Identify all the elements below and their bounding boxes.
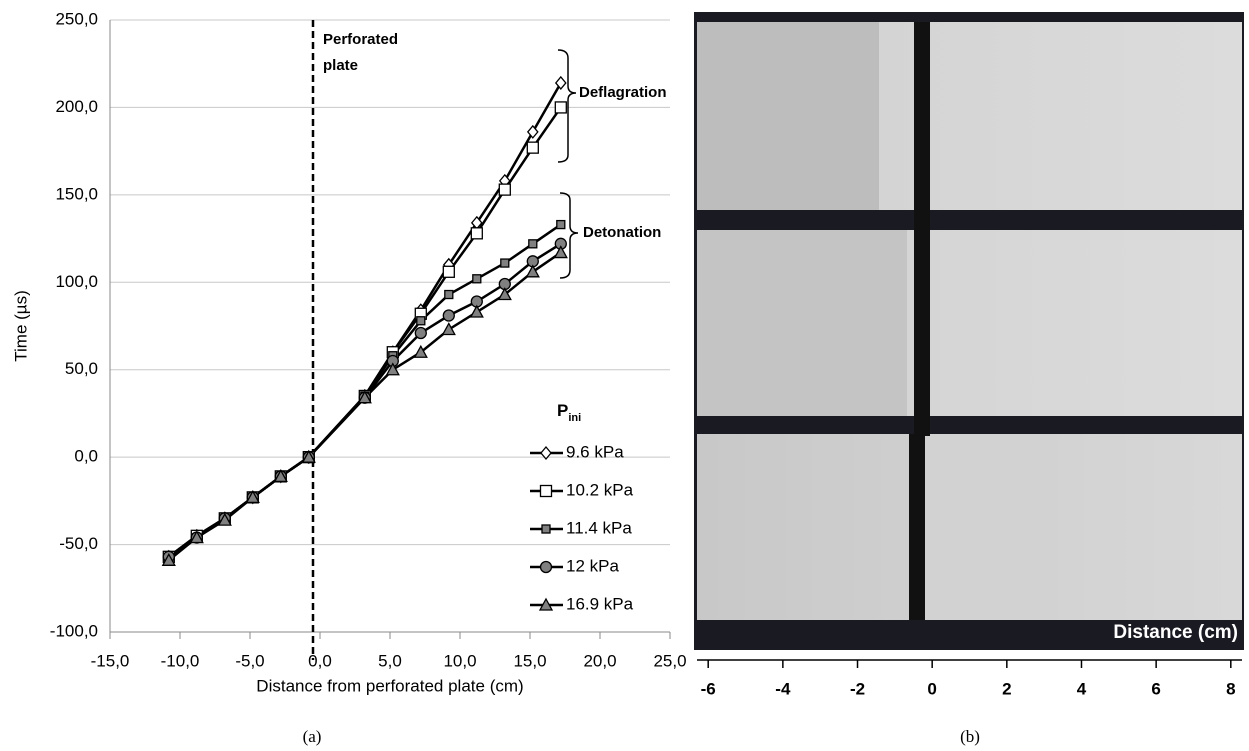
legend-label: 12 kPa — [566, 556, 619, 575]
y-tick-label: 100,0 — [55, 272, 98, 291]
annotation: Detonation — [583, 224, 661, 241]
marker — [357, 390, 372, 404]
marker — [528, 239, 538, 249]
y-tick-label: 150,0 — [55, 184, 98, 203]
marker — [500, 258, 510, 268]
plate-bar — [914, 22, 930, 436]
x-tick-label: -10,0 — [161, 651, 200, 670]
x-tick-label: 0 — [927, 679, 936, 698]
x-tick-label: 6 — [1151, 679, 1160, 698]
marker — [414, 326, 427, 340]
marker — [525, 264, 540, 278]
legend-label: 9.6 kPa — [566, 442, 624, 461]
x-tick-label: -2 — [850, 679, 865, 698]
marker — [539, 484, 553, 498]
marker — [385, 362, 400, 376]
legend-title-sub: ini — [568, 412, 581, 424]
legend-label: 10.2 kPa — [566, 480, 634, 499]
x-tick-label: -4 — [775, 679, 791, 698]
marker — [416, 316, 426, 326]
x-tick-label: 20,0 — [583, 651, 616, 670]
x-tick-label: 0,0 — [308, 651, 332, 670]
marker — [441, 322, 456, 336]
marker — [469, 304, 484, 318]
y-tick-label: 250,0 — [55, 9, 98, 28]
marker — [540, 445, 552, 461]
marker — [301, 449, 316, 463]
marker — [526, 124, 539, 139]
plate-bar — [909, 434, 925, 620]
marker — [554, 75, 567, 90]
y-tick-label: -50,0 — [59, 534, 98, 553]
flame-region — [925, 434, 1020, 620]
legend-title: P — [557, 401, 568, 420]
marker — [442, 309, 455, 322]
marker — [497, 287, 512, 301]
annotation: Perforated — [323, 31, 398, 48]
y-tick-label: -100,0 — [50, 621, 98, 640]
marker — [538, 597, 554, 611]
x-tick-label: 2 — [1002, 679, 1011, 698]
y-tick-label: 50,0 — [65, 359, 98, 378]
bracket — [557, 49, 577, 163]
x-tick-label: -15,0 — [91, 651, 130, 670]
annotation: plate — [323, 57, 358, 74]
marker — [189, 530, 204, 544]
legend-label: 16.9 kPa — [566, 594, 634, 613]
legend-title: Pini — [557, 401, 581, 423]
y-axis-title: Time (µs) — [11, 290, 30, 362]
marker — [470, 227, 483, 240]
x-axis-title: Distance from perforated plate (cm) — [256, 676, 523, 695]
marker — [161, 552, 176, 566]
x-tick-label: 15,0 — [513, 651, 546, 670]
marker — [273, 469, 288, 483]
marker — [472, 274, 482, 284]
marker — [245, 490, 260, 504]
panel-a: -100,0 -50,0 0,0 50,0 100,0 150,0 200,0 250,0 -1… — [11, 9, 686, 695]
x-tick-label: -5,0 — [235, 651, 264, 670]
marker — [556, 219, 566, 230]
marker — [539, 560, 553, 574]
marker — [554, 101, 567, 114]
caption: (a) — [303, 727, 322, 746]
marker — [553, 245, 568, 259]
x-tick-label: 8 — [1226, 679, 1235, 698]
flame-region — [697, 22, 879, 210]
series-line — [168, 82, 562, 558]
marker — [526, 141, 539, 154]
marker — [217, 512, 232, 526]
photo-label: Distance (cm) — [1113, 622, 1238, 643]
y-tick-label: 0,0 — [74, 447, 98, 466]
x-tick-label: 25,0 — [653, 651, 686, 670]
caption: (b) — [960, 727, 980, 746]
annotation: Deflagration — [579, 84, 667, 101]
x-tick-label: -6 — [701, 679, 716, 698]
marker — [498, 183, 511, 196]
marker — [444, 289, 454, 300]
marker — [442, 265, 455, 278]
marker — [541, 524, 551, 534]
marker — [413, 344, 428, 358]
series-line — [168, 106, 562, 558]
flame-region — [697, 230, 907, 416]
bracket — [559, 192, 579, 279]
panel-b: Distance (cm) -6 -4 -2 0 2 4 6 8 — [694, 12, 1244, 698]
x-tick-label: 10,0 — [443, 651, 476, 670]
x-tick-label: 5,0 — [378, 651, 402, 670]
legend-label: 11.4 kPa — [566, 518, 632, 537]
y-tick-label: 200,0 — [55, 97, 98, 116]
x-tick-label: 4 — [1077, 679, 1087, 698]
